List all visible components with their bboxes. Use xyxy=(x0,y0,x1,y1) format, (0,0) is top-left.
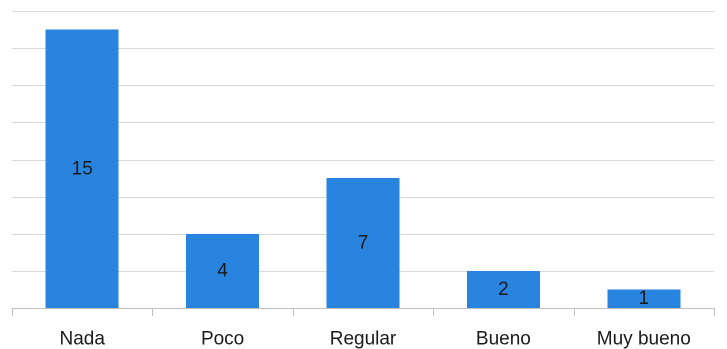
category-labels: Nada Poco Regular Bueno Muy bueno xyxy=(59,329,690,349)
category-label: Regular xyxy=(330,329,397,349)
category-label: Nada xyxy=(59,329,105,349)
bar-poco xyxy=(186,233,260,308)
data-label: 1 xyxy=(639,288,650,309)
data-label: 2 xyxy=(498,279,509,300)
data-labels: 15 4 7 2 1 xyxy=(72,158,649,309)
data-label: 7 xyxy=(358,233,369,254)
bars xyxy=(45,29,681,308)
x-axis xyxy=(12,308,715,316)
bar-bueno xyxy=(466,270,540,308)
bar-muy-bueno xyxy=(607,289,681,308)
data-label: 4 xyxy=(217,260,228,281)
category-label: Muy bueno xyxy=(597,329,691,349)
data-label: 15 xyxy=(72,158,93,179)
category-label: Bueno xyxy=(476,329,531,349)
bar-nada xyxy=(45,29,119,308)
gridlines xyxy=(12,11,714,309)
bar-regular xyxy=(326,178,400,308)
category-label: Poco xyxy=(201,329,244,349)
